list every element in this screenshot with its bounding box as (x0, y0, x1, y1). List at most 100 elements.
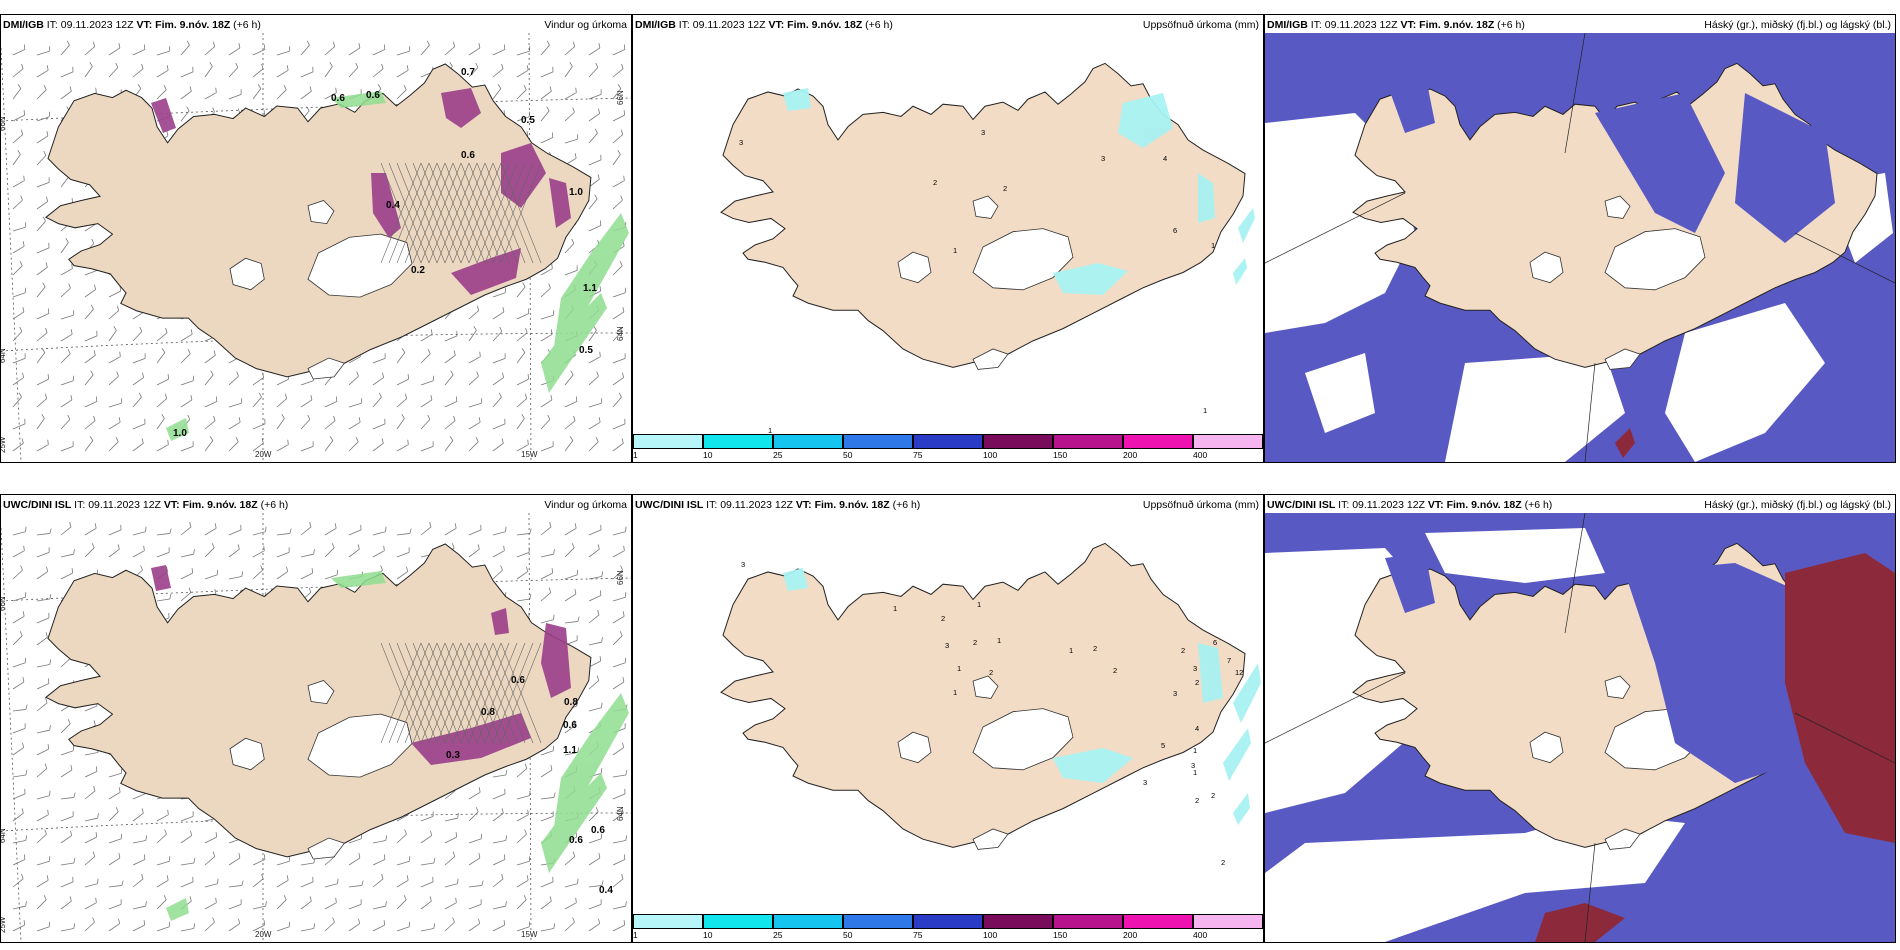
init-time-label: IT: (706, 499, 718, 511)
wind-barb-feather (505, 835, 508, 841)
high-cloud (1615, 428, 1635, 458)
wind-barb (132, 442, 144, 452)
wind-barb-feather (357, 544, 360, 550)
wind-barb (612, 793, 626, 800)
wind-barb-feather (355, 62, 359, 68)
wind-barb (228, 548, 240, 558)
wind-barb (516, 313, 529, 320)
grid-label: 64N (1, 828, 7, 843)
wind-barb-feather (261, 438, 264, 444)
wind-barb-feather (572, 851, 576, 857)
wind-barb (12, 49, 25, 56)
precip-amount-label: 1 (1211, 241, 1215, 250)
colorbar-tick-label: 75 (913, 930, 923, 940)
wind-barb (36, 247, 50, 254)
wind-barb (228, 402, 242, 408)
wind-barb (36, 69, 49, 78)
wind-barb (588, 641, 602, 646)
high-cloud (1535, 903, 1625, 942)
wind-barb (540, 333, 553, 342)
clear-sky-areas (1265, 113, 1893, 462)
wind-barb (132, 357, 146, 364)
wind-barb (132, 396, 142, 408)
precip-area (1198, 643, 1223, 703)
wind-barb (36, 352, 46, 364)
colorbar-swatch (633, 434, 703, 449)
wind-barb (252, 68, 264, 78)
wind-barb-feather (473, 325, 477, 331)
wind-barb-feather (526, 566, 529, 572)
wind-barb (60, 268, 73, 276)
wind-barb-feather (401, 413, 405, 419)
wind-barb (564, 902, 577, 910)
hatch-line (460, 642, 502, 744)
wind-barb-feather (66, 40, 70, 46)
wind-barb (36, 768, 48, 778)
precip-amount-label: 12 (1235, 668, 1243, 677)
wind-barb (612, 331, 623, 342)
wind-barb (540, 268, 553, 276)
wind-barb (588, 356, 601, 364)
panel-dmi-wind: DMI/IGB IT: 09.11.2023 12Z VT: Fim. 9.nó… (0, 14, 632, 463)
hatch-line (396, 642, 438, 744)
wind-barb-feather (358, 417, 361, 423)
wind-barb-feather (453, 350, 456, 356)
wind-barb-feather (210, 370, 214, 376)
wind-barb (516, 444, 529, 452)
wind-barb-feather (161, 348, 166, 353)
hatch-line (452, 642, 494, 744)
wind-barb (276, 418, 285, 430)
wind-barb (324, 401, 337, 408)
wind-barb-feather (22, 372, 25, 378)
wind-barb (84, 223, 97, 232)
precip-area (1053, 263, 1128, 295)
wind-barb (276, 926, 290, 932)
wind-barb-feather (521, 348, 526, 353)
wind-barb (252, 924, 265, 932)
wind-barb (132, 840, 146, 844)
wind-barb (12, 840, 26, 844)
wind-barb (516, 378, 529, 386)
wind-barb (60, 176, 70, 188)
wind-barb-feather (241, 571, 244, 577)
wind-barb (12, 311, 25, 320)
hatch-line (452, 162, 494, 264)
precip-amount-label: 1 (997, 636, 1001, 645)
wind-barb (12, 615, 25, 624)
wind-barb-feather (623, 110, 625, 116)
wind-barb (540, 399, 553, 408)
wind-barb-feather (597, 174, 600, 180)
wind-barb (468, 857, 481, 866)
wind-barb-feather (93, 785, 96, 791)
wind-barb-feather (574, 523, 577, 529)
wind-barb (420, 900, 432, 910)
precip-amount-label: 2 (1093, 644, 1097, 653)
wind-barb-feather (385, 901, 387, 907)
precip-amount-label: 1 (957, 664, 961, 673)
wind-barb-feather (377, 84, 382, 89)
lead-time: (+6 h) (1497, 19, 1525, 31)
wind-barb-feather (49, 528, 52, 534)
high-cloud (1785, 553, 1895, 843)
wind-barb (540, 881, 554, 888)
wind-barb (468, 548, 480, 558)
wind-barb (324, 66, 333, 78)
wind-barb-feather (529, 790, 531, 796)
wind-barb-feather (549, 896, 552, 902)
wind-barb (36, 533, 50, 536)
wind-barb (588, 375, 599, 386)
precip-amount-label: 2 (973, 638, 977, 647)
wind-barb (444, 817, 458, 822)
colorbar-swatch (1123, 914, 1193, 929)
wind-barb-feather (599, 351, 601, 357)
wind-barb (468, 330, 477, 342)
wind-barb (108, 330, 117, 342)
wind-barb-feather (454, 523, 457, 529)
hatch-line (500, 642, 542, 744)
wind-barb-feather (569, 61, 573, 67)
wind-barb-feather (89, 61, 93, 67)
wind-barb (228, 576, 242, 580)
wind-barb-feather (238, 417, 241, 423)
wind-barb (420, 380, 434, 386)
wind-barb-feather (44, 763, 48, 769)
